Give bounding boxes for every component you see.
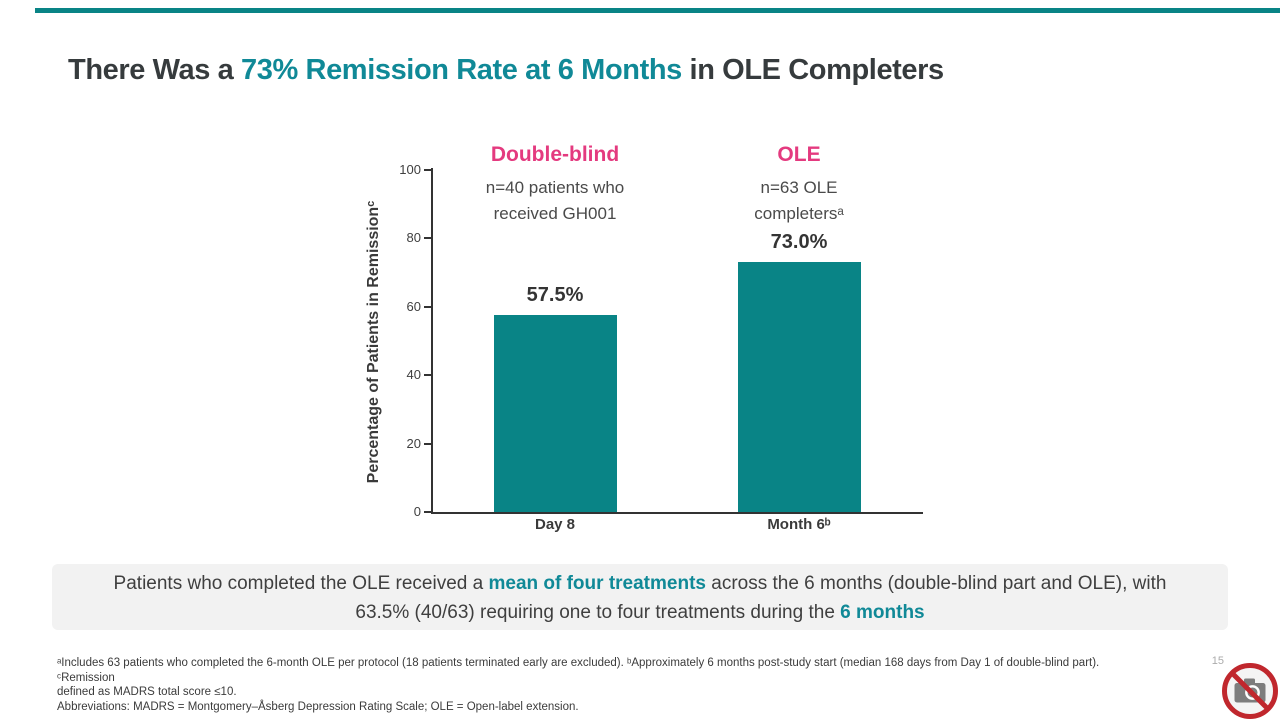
y-tick-mark: [424, 442, 431, 445]
bar-value-label: 73.0%: [770, 231, 828, 254]
y-tick-mark: [424, 374, 431, 377]
y-tick-label: 80: [406, 230, 421, 246]
text-segment: Patients who completed the OLE received …: [113, 573, 489, 594]
highlighted-text: 6 months: [840, 602, 925, 623]
y-tick-label: 60: [406, 298, 421, 314]
y-tick-mark: [424, 305, 431, 308]
footnotes: ᵃIncludes 63 patients who completed the …: [57, 656, 1147, 714]
bar-day-8: [493, 315, 617, 512]
y-tick-label: 0: [413, 504, 421, 519]
y-axis-title: Percentage of Patients in Remissionᶜ: [365, 200, 382, 484]
page-number: 15: [1211, 655, 1224, 667]
bar-month-6-: [737, 262, 861, 512]
highlighted-text: mean of four treatments: [488, 573, 706, 594]
text-segment: across the 6 months (double-blind part a…: [355, 573, 1167, 623]
summary-callout: Patients who completed the OLE received …: [52, 564, 1228, 630]
footnote-line: Abbreviations: MADRS = Montgomery–Åsberg…: [57, 700, 579, 713]
footnote-line: ᵃIncludes 63 patients who completed the …: [57, 657, 1100, 684]
y-tick-mark: [424, 169, 431, 171]
slide-title: There Was a 73% Remission Rate at 6 Mont…: [68, 54, 944, 87]
group-title: Double-blind: [490, 143, 620, 166]
text-segment: in OLE Completers: [681, 54, 945, 86]
footnote-line: defined as MADRS total score ≤10.: [57, 686, 237, 698]
y-tick-label: 20: [406, 435, 421, 451]
group-subtitle: n=40 patients who received GH001: [485, 178, 625, 223]
y-axis-line: [431, 168, 433, 514]
prohibition-icon: [1230, 671, 1270, 711]
category-label: Day 8: [534, 516, 576, 533]
highlighted-text: 73% Remission Rate at 6 Months: [241, 54, 682, 86]
category-label: Month 6ᵇ: [767, 516, 831, 533]
top-accent-bar: [35, 8, 1280, 13]
logo-placeholder: [1222, 663, 1278, 719]
group-title: OLE: [777, 143, 821, 166]
group-subtitle: n=63 OLE completersᵃ: [754, 178, 844, 223]
y-tick-label: 100: [399, 162, 421, 177]
y-tick-mark: [424, 511, 431, 513]
text-segment: There Was a: [68, 54, 242, 86]
y-tick-mark: [424, 237, 431, 240]
x-axis-line: [431, 512, 923, 514]
bar-value-label: 57.5%: [526, 284, 584, 307]
y-tick-label: 40: [406, 367, 421, 383]
